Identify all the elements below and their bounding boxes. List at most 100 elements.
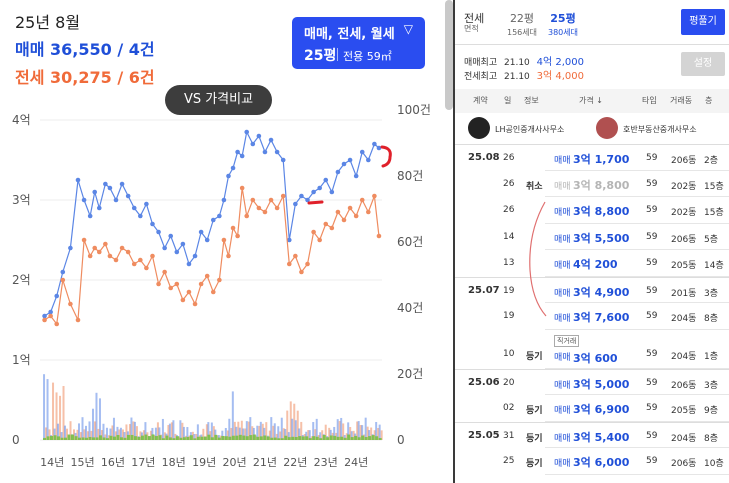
- volume-bar-other: [119, 437, 123, 440]
- area-tab-22[interactable]: 22평 156세대: [507, 10, 537, 38]
- deal-kind: 매매: [554, 288, 571, 299]
- sale-point: [131, 205, 137, 211]
- rent-point: [329, 225, 335, 231]
- rent-point: [280, 193, 286, 199]
- sale-point: [268, 137, 274, 143]
- volume-bar-other: [305, 436, 309, 440]
- col-floor[interactable]: 층: [705, 96, 713, 105]
- table-row[interactable]: 02 등기 매매 3억 6,900 59 205동 9층: [455, 395, 729, 422]
- rent-point: [217, 277, 222, 283]
- unit-type: 59: [646, 258, 658, 268]
- volume-bar-other: [144, 434, 148, 440]
- volume-bar-rent: [66, 428, 69, 440]
- volume-bar-rent: [114, 431, 117, 440]
- table-row[interactable]: 13 매매 4억 200 59 205동 14층: [455, 250, 729, 277]
- contract-day: 20: [503, 377, 515, 388]
- rent-series-line: [44, 187, 380, 326]
- volume-bar-rent: [100, 430, 103, 440]
- volume-bar-other: [207, 434, 211, 440]
- volume-bar-sale: [238, 427, 241, 440]
- col-dong[interactable]: 거래동: [670, 96, 693, 105]
- table-row[interactable]: 25 등기 매매 3억 6,000 59 206동 10층: [455, 448, 729, 475]
- sale-max-row: 매매최고 21.10 4억 2,000: [464, 53, 584, 68]
- col-contract[interactable]: 계약: [473, 96, 488, 105]
- row-divider: [545, 222, 729, 224]
- sale-point: [235, 149, 240, 155]
- deal-price: 3억 8,800: [573, 178, 630, 192]
- rent-point: [239, 185, 245, 191]
- table-row[interactable]: 25.07 19 매매 3억 4,900 59 201동 3층: [455, 276, 729, 303]
- x-tick: 22년: [283, 456, 307, 469]
- y-right-tick: 60건: [397, 235, 423, 249]
- volume-bar-other: [203, 436, 207, 440]
- table-row[interactable]: 26 매매 3억 8,800 59 202동 15층: [455, 197, 729, 224]
- volume-bar-other: [95, 437, 99, 440]
- volume-bar-sale: [102, 423, 105, 440]
- x-tick: 19년: [192, 456, 216, 469]
- scrollbar[interactable]: [445, 0, 453, 110]
- volume-bar-other: [291, 436, 295, 440]
- volume-bar-rent: [121, 429, 124, 440]
- volume-bar-other: [322, 434, 326, 440]
- rent-point: [323, 221, 329, 227]
- table-row[interactable]: 10 등기 매매 3억 600 59 204동 1층 직거래: [455, 330, 729, 369]
- area-tab-label: 25평: [550, 12, 576, 25]
- table-row[interactable]: 25.08 26 매매 3억 1,700 59 206동 2층: [455, 144, 729, 171]
- x-tick: 15년: [70, 456, 94, 469]
- area-tab-25[interactable]: 25평 380세대: [548, 10, 578, 38]
- volume-bar-sale: [319, 432, 322, 440]
- deal-filter-button[interactable]: 매매, 전세, 월세 ▽ 25평 전용 59㎡: [292, 17, 425, 69]
- sale-point: [174, 249, 180, 255]
- volume-bar-other: [165, 435, 169, 440]
- volume-bar-rent: [83, 429, 86, 440]
- volume-bar-sale: [154, 427, 157, 440]
- col-day[interactable]: 일: [504, 96, 512, 105]
- volume-bar-sale: [368, 430, 371, 440]
- volume-bar-sale: [364, 417, 367, 440]
- volume-bar-rent: [90, 430, 93, 440]
- volume-bar-other: [147, 436, 151, 440]
- volume-bar-other: [364, 437, 368, 440]
- sale-point: [119, 181, 125, 187]
- sale-point: [156, 229, 161, 235]
- vs-compare-button[interactable]: VS 가격비교: [165, 85, 272, 115]
- sale-point: [221, 197, 227, 203]
- rent-point: [353, 213, 359, 219]
- volume-bar-sale: [298, 428, 301, 440]
- col-type[interactable]: 타입: [642, 96, 657, 105]
- volume-bar-rent: [226, 430, 229, 440]
- volume-bar-other: [357, 437, 361, 440]
- volume-bar-rent: [359, 425, 362, 440]
- volume-bar-other: [266, 436, 270, 440]
- volume-bar-other: [158, 435, 162, 440]
- y-left-tick: 1억: [12, 353, 31, 367]
- floor: 5층: [704, 234, 719, 245]
- table-row[interactable]: 14 매매 3억 5,500 59 206동 5층: [455, 224, 729, 250]
- pyeong-expand-button[interactable]: 평풀기: [681, 9, 725, 35]
- volume-bar-other: [57, 436, 61, 440]
- volume-bar-other: [312, 436, 316, 440]
- sale-point: [150, 221, 155, 227]
- table-row[interactable]: 19 매매 3억 7,600 59 204동 8층: [455, 303, 729, 330]
- volume-bar-other: [74, 436, 78, 440]
- volume-bar-other: [277, 438, 281, 440]
- volume-bar-rent: [380, 430, 383, 440]
- volume-bar-other: [64, 437, 68, 440]
- row-divider: [545, 328, 729, 330]
- deal-info: 등기: [526, 433, 543, 444]
- table-row[interactable]: 25.05 31 등기 매매 3억 5,400 59 204동 8층: [455, 421, 729, 448]
- rent-point: [192, 301, 198, 307]
- col-info[interactable]: 정보: [524, 96, 539, 105]
- rent-point: [113, 257, 119, 263]
- table-row[interactable]: 25.06 20 매매 3억 5,000 59 206동 3층: [455, 368, 729, 395]
- table-row[interactable]: 24매매3억 6,90059203동12층: [455, 475, 729, 483]
- volume-bar-other: [256, 436, 260, 440]
- deal-info: 등기: [526, 406, 543, 416]
- settings-button[interactable]: 설정: [681, 52, 725, 76]
- sale-point: [198, 229, 204, 235]
- col-price[interactable]: 가격 ↓: [579, 96, 603, 105]
- sale-point: [96, 205, 102, 211]
- avatar: [468, 117, 490, 139]
- volume-bar-rent: [76, 429, 79, 440]
- table-row[interactable]: 26 취소 매매 3억 8,800 59 202동 15층: [455, 171, 729, 197]
